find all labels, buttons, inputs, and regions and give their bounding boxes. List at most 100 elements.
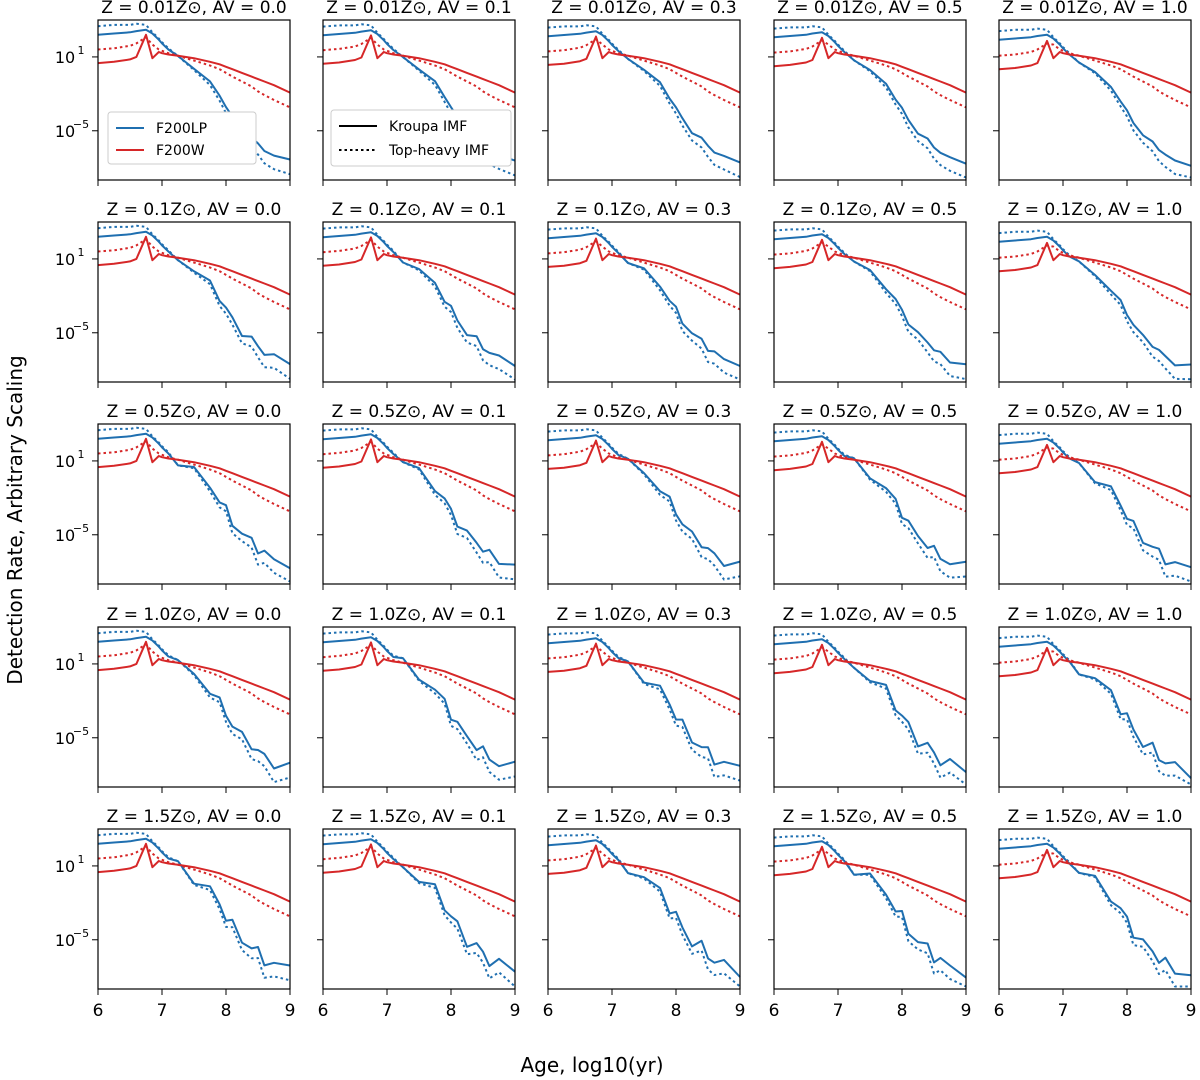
x-tick-label: 6 [769, 1001, 780, 1021]
axes-frame [998, 626, 1192, 788]
y-tick-label: 10 [55, 122, 75, 141]
legend-label: Top-heavy IMF [388, 143, 489, 159]
series-line [998, 634, 1192, 786]
series-line [773, 440, 967, 498]
y-tick-label: 10 [55, 931, 75, 950]
axes-frame [998, 423, 1192, 585]
x-tick-label: 9 [510, 1001, 521, 1021]
y-tick-exponent: 1 [78, 44, 85, 57]
series-line [773, 632, 967, 786]
x-tick-label: 8 [671, 1001, 682, 1021]
series-line [773, 39, 967, 109]
x-tick-label: 8 [897, 1001, 908, 1021]
subplot-panel: Z = 0.5Z⊙, AV = 1.0 [993, 402, 1192, 590]
series-line [322, 643, 516, 716]
panel-title: Z = 0.5Z⊙, AV = 0.3 [557, 402, 732, 422]
series-line [998, 640, 1192, 779]
x-tick-label: 9 [1186, 1001, 1197, 1021]
y-tick-label: 10 [55, 655, 75, 674]
series-line [773, 36, 967, 94]
x-tick-label: 6 [994, 1001, 1005, 1021]
series-line [97, 36, 291, 109]
legend-label: F200W [156, 143, 205, 159]
subplot-panel: Z = 0.5Z⊙, AV = 0.1 [317, 402, 516, 590]
subplot-panel: 10 110−5Z = 0.01Z⊙, AV = 0.0 [55, 0, 291, 186]
subplot-panel: Z = 1.0Z⊙, AV = 0.5 [768, 605, 967, 793]
series-line [97, 426, 291, 583]
axes-frame [547, 221, 741, 383]
y-tick-label: 10 [55, 526, 75, 545]
y-tick-exponent: 1 [78, 651, 85, 664]
x-tick-label: 7 [157, 1001, 168, 1021]
series-line [97, 845, 291, 918]
panel-title: Z = 0.5Z⊙, AV = 0.5 [783, 402, 958, 422]
x-tick-label: 6 [543, 1001, 554, 1021]
series-line [773, 834, 967, 988]
panel-title: Z = 0.01Z⊙, AV = 0.5 [777, 0, 963, 18]
series-line [998, 851, 1192, 918]
panel-title: Z = 0.1Z⊙, AV = 0.0 [107, 200, 282, 220]
axes-frame [773, 19, 967, 181]
panel-title: Z = 0.01Z⊙, AV = 1.0 [1002, 0, 1188, 18]
x-axis-label: Age, log10(yr) [521, 1053, 664, 1077]
series-line [998, 33, 1192, 167]
series-line [322, 36, 516, 109]
series-line [998, 842, 1192, 977]
axes-frame [998, 828, 1192, 990]
axes-frame [322, 828, 516, 990]
panel-title: Z = 0.5Z⊙, AV = 0.1 [332, 402, 507, 422]
axes-frame [998, 19, 1192, 181]
x-tick-label: 8 [446, 1001, 457, 1021]
series-line [773, 848, 967, 918]
panel-title: Z = 0.5Z⊙, AV = 0.0 [107, 402, 282, 422]
series-line [547, 637, 741, 767]
panel-title: Z = 1.5Z⊙, AV = 0.5 [783, 807, 958, 827]
x-tick-label: 6 [318, 1001, 329, 1021]
series-line [773, 238, 967, 296]
panel-title: Z = 1.5Z⊙, AV = 0.1 [332, 807, 507, 827]
subplot-panel: 6 7 8 9 Z = 1.5Z⊙, AV = 0.5 [768, 807, 971, 1021]
y-tick-exponent: 1 [78, 853, 85, 866]
axes-frame [547, 19, 741, 181]
series-line [547, 833, 741, 988]
series-line [322, 440, 516, 513]
subplot-panel: Z = 1.0Z⊙, AV = 0.1 [317, 605, 516, 793]
series-line [773, 638, 967, 773]
series-line [547, 30, 741, 164]
series-line [322, 845, 516, 918]
panel-title: Z = 1.5Z⊙, AV = 1.0 [1008, 807, 1183, 827]
axes-frame [97, 19, 291, 181]
axes-frame [97, 828, 291, 990]
series-line [773, 646, 967, 716]
series-line [322, 636, 516, 768]
series-line [773, 227, 967, 381]
series-line [97, 224, 291, 380]
series-line [322, 843, 516, 903]
x-tick-label: 7 [1058, 1001, 1069, 1021]
subplot-panel: Z = 0.1Z⊙, AV = 0.3 [542, 200, 741, 388]
panel-title: Z = 1.0Z⊙, AV = 0.0 [107, 605, 282, 625]
series-line [998, 836, 1191, 988]
axes-frame [998, 221, 1192, 383]
subplot-panel: Z = 0.01Z⊙, AV = 1.0 [993, 0, 1192, 186]
series-line [322, 433, 516, 566]
y-tick-exponent: −5 [73, 118, 89, 131]
series-line [97, 643, 291, 716]
axes-frame [322, 19, 516, 181]
panel-title: Z = 1.5Z⊙, AV = 0.3 [557, 807, 732, 827]
subplot-panel: Z = 0.01Z⊙, AV = 0.5 [768, 0, 967, 186]
series-line [998, 431, 1192, 583]
panel-title: Z = 1.0Z⊙, AV = 1.0 [1008, 605, 1183, 625]
subplot-panel: 6 7 8 9 Z = 1.5Z⊙, AV = 0.3 [542, 807, 745, 1021]
series-line [97, 440, 291, 513]
panel-title: Z = 1.5Z⊙, AV = 0.0 [107, 807, 282, 827]
y-tick-label: 10 [55, 250, 75, 269]
series-line [97, 33, 291, 94]
series-line [773, 241, 967, 311]
y-tick-label: 10 [55, 729, 75, 748]
series-line [97, 640, 291, 701]
axes-frame [97, 626, 291, 788]
series-line [773, 435, 967, 566]
series-line [773, 643, 967, 701]
axes-frame [773, 626, 967, 788]
